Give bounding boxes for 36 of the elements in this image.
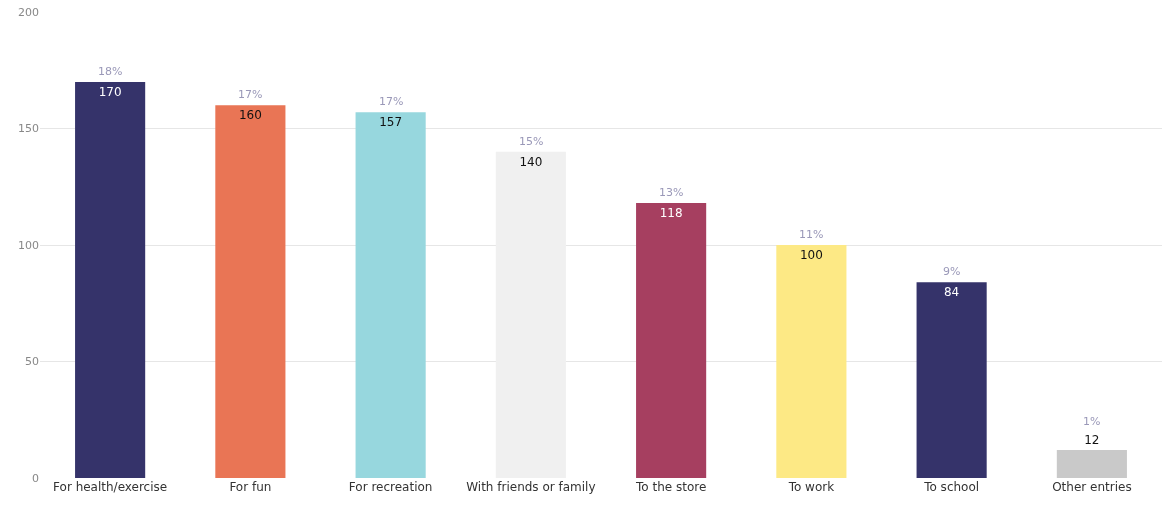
- x-tick-label: For fun: [229, 480, 272, 494]
- annotation: 11%: [799, 228, 824, 241]
- annotation: 15%: [519, 135, 544, 148]
- bar: [215, 105, 286, 478]
- x-tick-label: To work: [787, 480, 835, 494]
- x-tick-label: With friends or family: [466, 480, 596, 494]
- annotation: 17%: [238, 88, 263, 101]
- annotation: 1%: [1083, 415, 1101, 428]
- annotation: 17%: [379, 95, 404, 108]
- bar: [1056, 450, 1127, 478]
- bar: [916, 282, 987, 478]
- x-tick-label: To the store: [634, 480, 707, 494]
- y-tick-label: 100: [18, 238, 39, 252]
- data-label: 157: [379, 115, 403, 130]
- data-label: 84: [943, 285, 960, 300]
- data-label: 12: [1084, 433, 1100, 448]
- bar: [355, 112, 426, 478]
- y-tick-label: 200: [18, 5, 39, 19]
- y-tick-label: 0: [32, 471, 39, 485]
- annotation: 13%: [659, 186, 684, 199]
- bar: [776, 245, 847, 478]
- data-label: 160: [238, 108, 262, 123]
- data-label: 118: [659, 206, 683, 221]
- y-tick-label: 150: [18, 122, 39, 136]
- x-tick-label: Other entries: [1052, 480, 1132, 494]
- x-tick-label: For health/exercise: [53, 480, 168, 494]
- bar: [636, 203, 707, 478]
- y-tick-label: 50: [25, 355, 39, 369]
- data-label: 170: [98, 84, 122, 99]
- annotation: 18%: [98, 65, 123, 78]
- bar: [75, 81, 146, 478]
- x-tick-label: For recreation: [348, 480, 433, 494]
- annotation: 9%: [943, 265, 961, 278]
- data-label: 100: [799, 248, 823, 262]
- x-tick-label: To school: [923, 480, 980, 494]
- data-label: 140: [519, 154, 543, 169]
